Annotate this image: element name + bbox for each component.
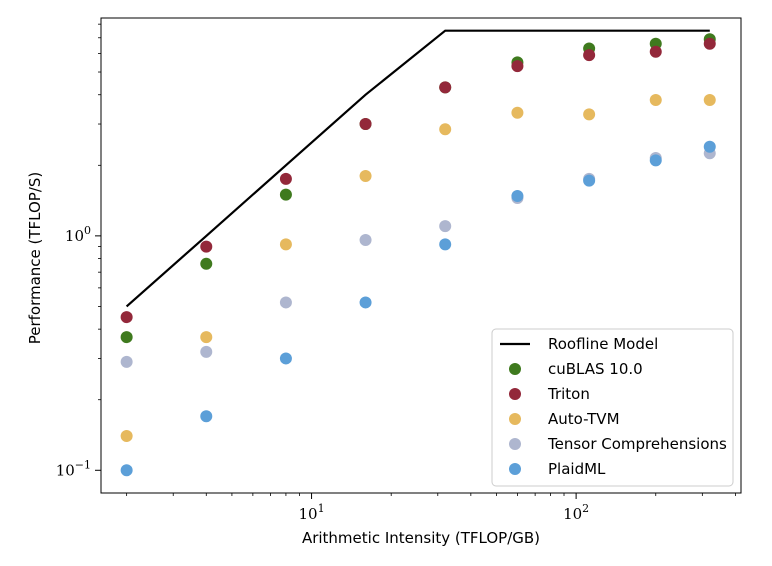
point-triton (511, 60, 524, 73)
point-triton (439, 81, 452, 94)
point-auto-tvm (703, 93, 716, 106)
point-tensor-comprehensions (279, 296, 292, 309)
x-tick-exponent: 2 (582, 502, 589, 515)
point-plaidml (359, 296, 372, 309)
point-triton (649, 45, 662, 58)
roofline-line (125, 29, 710, 308)
y-axis-label: Performance (TFLOP/S) (26, 172, 44, 345)
point-tensor-comprehensions (359, 234, 372, 247)
legend-box (491, 328, 734, 487)
legend-swatch (509, 463, 521, 475)
point-auto-tvm (279, 238, 292, 251)
point-auto-tvm (511, 106, 524, 119)
legend-label: PlaidML (548, 460, 606, 478)
point-auto-tvm (649, 93, 662, 106)
point-plaidml (200, 410, 213, 423)
legend-label: Roofline Model (548, 335, 658, 353)
x-tick-base: 10 (299, 505, 318, 523)
legend-swatch (509, 363, 521, 375)
point-cublas-10-0 (279, 188, 292, 201)
point-triton (200, 240, 213, 253)
point-plaidml (120, 464, 133, 477)
point-triton (583, 49, 596, 62)
legend-label: cuBLAS 10.0 (548, 360, 643, 378)
point-tensor-comprehensions (200, 345, 213, 358)
legend-label: Tensor Comprehensions (547, 435, 727, 453)
point-auto-tvm (583, 108, 596, 121)
point-tensor-comprehensions (120, 355, 133, 368)
axes-frame (100, 17, 742, 494)
point-plaidml (511, 189, 524, 202)
legend: Roofline Model cuBLAS 10.0 Triton Auto-TVM T… (491, 328, 734, 487)
y-tick-label: 10−1 (56, 458, 91, 479)
point-plaidml (703, 140, 716, 153)
x-tick-label: 101 (299, 502, 325, 523)
legend-swatch (509, 388, 521, 400)
point-tensor-comprehensions (439, 220, 452, 233)
x-tick-base: 10 (563, 505, 582, 523)
x-tick-label: 102 (563, 502, 589, 523)
point-triton (279, 172, 292, 185)
point-cublas-10-0 (200, 257, 213, 270)
y-tick-base: 10 (65, 227, 84, 245)
point-triton (359, 118, 372, 131)
point-auto-tvm (200, 331, 213, 344)
legend-label: Triton (547, 385, 590, 403)
point-auto-tvm (359, 170, 372, 183)
point-cublas-10-0 (120, 331, 133, 344)
point-triton (703, 37, 716, 50)
y-tick-exponent: −1 (75, 458, 91, 471)
point-plaidml (279, 352, 292, 365)
legend-label: Auto-TVM (548, 410, 620, 428)
y-tick-base: 10 (56, 461, 75, 479)
point-plaidml (649, 154, 662, 167)
legend-swatch (509, 413, 521, 425)
point-triton (120, 311, 133, 324)
point-auto-tvm (439, 123, 452, 136)
point-auto-tvm (120, 430, 133, 443)
y-tick-exponent: 0 (84, 224, 91, 237)
legend-swatch (509, 438, 521, 450)
x-tick-exponent: 1 (318, 502, 325, 515)
x-axis-label: Arithmetic Intensity (TFLOP/GB) (302, 529, 540, 547)
point-plaidml (439, 238, 452, 251)
point-plaidml (583, 174, 596, 187)
y-tick-label: 100 (65, 224, 91, 245)
